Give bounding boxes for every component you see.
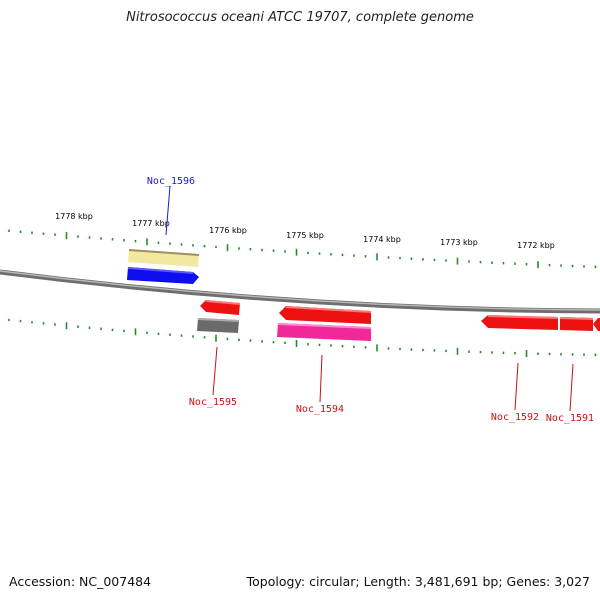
scale-label-1775: 1775 kbp xyxy=(286,231,324,240)
gene-noc-1594-red[interactable] xyxy=(279,306,371,324)
scale-label-1777: 1777 kbp xyxy=(132,219,170,228)
scale-label-1774: 1774 kbp xyxy=(363,235,401,244)
outer-tick-track xyxy=(8,229,597,269)
leader-noc-1594 xyxy=(319,354,323,403)
genome-backbone-highlight xyxy=(0,270,600,311)
inner-tick-track xyxy=(8,318,597,357)
gene-label-noc-1591[interactable]: Noc_1591 xyxy=(546,413,594,424)
gene-noc-1594-pink[interactable] xyxy=(277,323,371,341)
leader-noc-1596 xyxy=(165,185,171,236)
gene-noc-1596-yellow[interactable] xyxy=(128,249,199,267)
gene-noc-1592-red[interactable] xyxy=(481,315,558,330)
gene-noc-1595-gray[interactable] xyxy=(197,318,239,333)
map-title: Nitrosococcus oceani ATCC 19707, complet… xyxy=(126,10,474,25)
gene-noc-1591-red[interactable] xyxy=(560,317,593,331)
gene-label-noc-1592[interactable]: Noc_1592 xyxy=(491,412,539,423)
gene-label-noc-1595[interactable]: Noc_1595 xyxy=(189,397,237,408)
scale-label-1773: 1773 kbp xyxy=(440,238,478,247)
gene-partial-red[interactable] xyxy=(593,318,600,331)
gene-label-noc-1594[interactable]: Noc_1594 xyxy=(296,404,344,415)
leader-noc-1592 xyxy=(514,362,519,411)
accession-label: Accession: NC_007484 xyxy=(9,574,152,589)
genome-summary: Topology: circular; Length: 3,481,691 bp… xyxy=(246,574,590,589)
gene-noc-1595-red[interactable] xyxy=(200,300,240,315)
genome-backbone xyxy=(0,269,600,314)
gene-noc-1596-blue[interactable] xyxy=(127,267,199,284)
scale-label-1776: 1776 kbp xyxy=(209,226,247,235)
scale-labels: 1778 kbp 1777 kbp 1776 kbp 1775 kbp 1774… xyxy=(55,212,555,250)
leader-noc-1595 xyxy=(212,346,218,396)
scale-label-1778: 1778 kbp xyxy=(55,212,93,221)
scale-label-1772: 1772 kbp xyxy=(517,241,555,250)
gene-label-noc-1596[interactable]: Noc_1596 xyxy=(147,176,195,187)
leader-noc-1591 xyxy=(569,363,574,412)
